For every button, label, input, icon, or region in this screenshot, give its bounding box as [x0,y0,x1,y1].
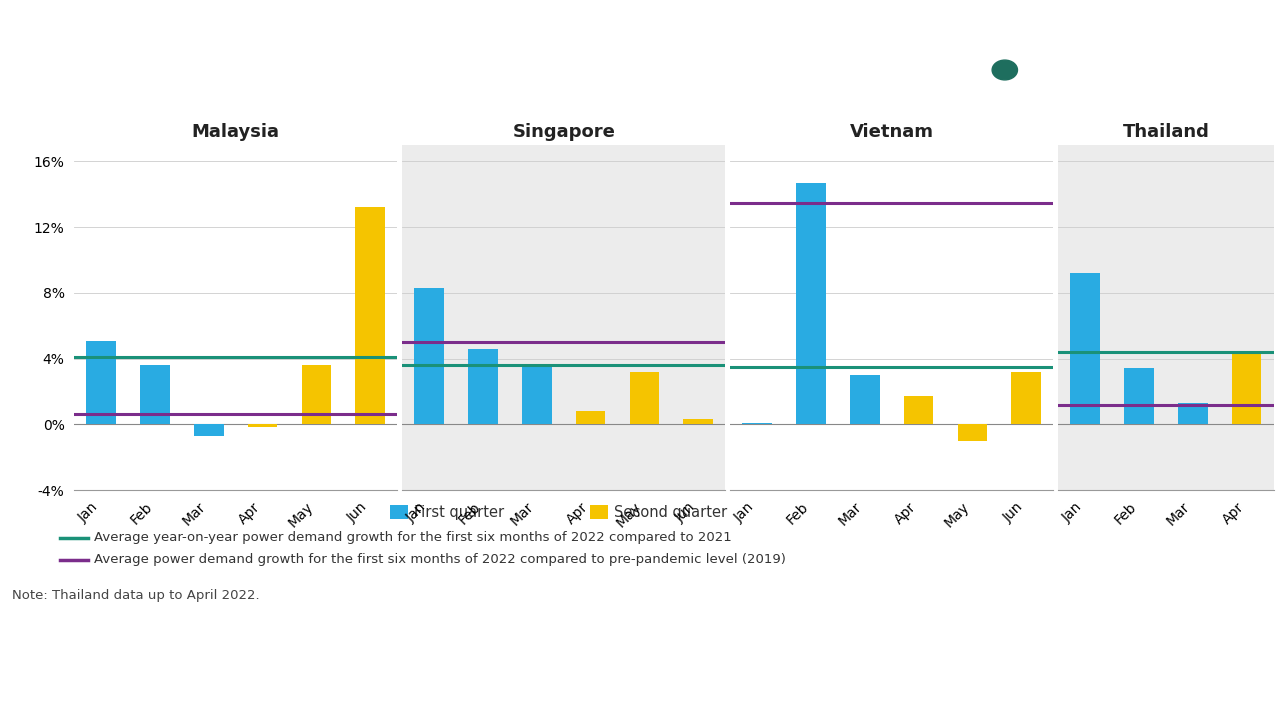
Text: Note: Thailand data up to April 2022.: Note: Thailand data up to April 2022. [12,588,259,601]
Bar [957,424,987,441]
Text: Average power demand growth for the first six months of 2022 compared to pre-pan: Average power demand growth for the firs… [93,554,786,567]
Bar [904,396,933,424]
Bar [1011,372,1041,424]
Bar [590,505,608,519]
Title: Thailand: Thailand [1123,122,1210,140]
Text: 2022 compared to their pre-pandemic levels: 2022 compared to their pre-pandemic leve… [28,91,758,119]
Bar [86,341,116,424]
Bar [302,365,332,424]
Text: Average year-on-year power demand growth for the first six months of 2022 compar: Average year-on-year power demand growth… [93,531,732,544]
Bar [850,375,879,424]
Bar [415,288,444,424]
Bar [522,365,552,424]
Bar [1070,273,1100,424]
Circle shape [992,60,1018,80]
Text: Power demand of major Southeast Asian markets in: Power demand of major Southeast Asian ma… [28,35,883,63]
Bar [1231,352,1262,424]
Bar [684,419,713,424]
Bar [742,423,772,424]
Bar [248,424,278,427]
Bar [576,411,605,424]
Bar [630,372,659,424]
Bar [1178,403,1207,424]
Text: Information contained in this infographic is part of the IHS Markit Asia-Pacific: Information contained in this infographi… [218,660,1062,675]
Text: ®: ® [1245,38,1260,52]
Bar [141,365,170,424]
Bar [796,183,826,424]
Text: Second quarter: Second quarter [614,505,727,520]
Bar [195,424,224,436]
Text: IHS Markit: IHS Markit [1062,55,1215,81]
Bar [1124,369,1153,424]
Bar [468,348,498,424]
Title: Singapore: Singapore [512,122,616,140]
Bar [356,207,385,424]
Text: First quarter: First quarter [413,505,504,520]
Title: Vietnam: Vietnam [850,122,933,140]
Bar [390,505,408,519]
Title: Malaysia: Malaysia [192,122,280,140]
